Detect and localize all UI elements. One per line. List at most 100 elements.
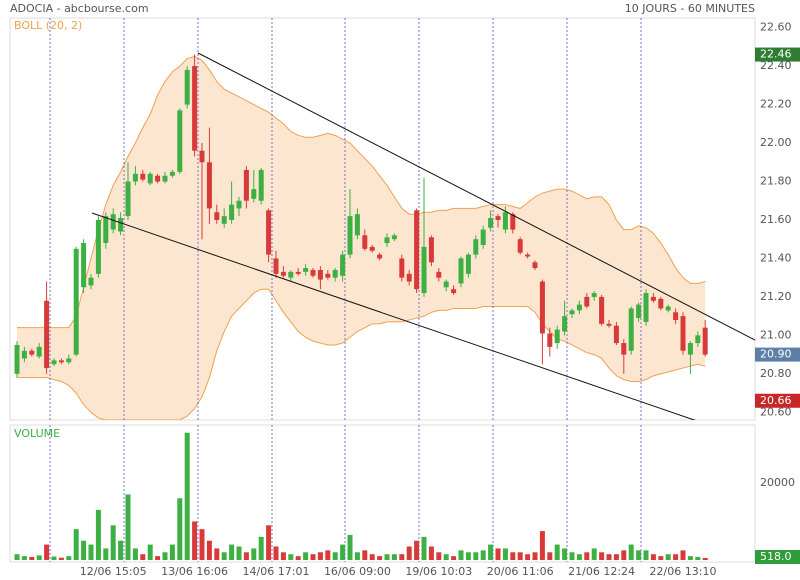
volume-bar: [569, 552, 575, 560]
candle-body: [628, 308, 634, 351]
candle-body: [29, 350, 35, 355]
candle-body: [517, 239, 523, 253]
volume-bar: [162, 552, 168, 560]
candle-body: [510, 214, 516, 230]
volume-bar: [295, 556, 301, 560]
x-tick-label: 22/06 13:10: [650, 565, 717, 578]
volume-bar: [199, 529, 205, 560]
y-tick-label: 20.80: [760, 367, 792, 380]
volume-bar: [214, 548, 220, 560]
candle-body: [480, 229, 486, 245]
candle-body: [258, 169, 264, 201]
volume-bar: [658, 556, 664, 560]
price-badge: [755, 393, 800, 408]
candle-body: [110, 214, 116, 230]
candle-body: [214, 212, 220, 220]
volume-bar: [184, 432, 190, 560]
volume-bar: [554, 544, 560, 560]
candle-body: [325, 273, 331, 278]
candle-body: [695, 335, 701, 344]
candle-body: [636, 304, 642, 319]
price-badge-label: 22.46: [760, 48, 792, 61]
volume-bar: [613, 554, 619, 560]
candle-body: [458, 258, 464, 284]
price-badge: [755, 47, 800, 62]
volume-bar: [510, 552, 516, 560]
candle-body: [554, 329, 560, 344]
candle-body: [532, 262, 538, 269]
volume-bar: [428, 546, 434, 560]
x-tick-label: 20/06 11:06: [487, 565, 554, 578]
candle-body: [650, 296, 656, 301]
volume-bar: [332, 552, 338, 560]
volume-bar: [458, 550, 464, 560]
volume-bar: [525, 554, 531, 560]
candle-body: [599, 296, 605, 324]
candle-body: [451, 289, 457, 294]
candle-body: [362, 235, 368, 249]
volume-bar: [436, 552, 442, 560]
candle-body: [177, 110, 183, 172]
volume-bar: [673, 554, 679, 560]
candle-body: [184, 69, 190, 105]
volume-bar: [502, 548, 508, 560]
volume-bar: [451, 556, 457, 560]
volume-bar: [147, 544, 153, 560]
candle-body: [51, 360, 57, 365]
x-tick-label: 12/06 15:05: [80, 565, 147, 578]
candle-body: [243, 169, 249, 201]
y-tick-label: 20000: [760, 476, 795, 489]
candle-body: [421, 246, 427, 294]
trend-line: [91, 212, 696, 420]
volume-bar: [399, 554, 405, 560]
candle-body: [658, 298, 664, 309]
x-tick-label: 16/06 09:00: [324, 565, 391, 578]
candle-body: [140, 173, 146, 180]
volume-bar: [125, 494, 131, 560]
volume-bar: [702, 558, 708, 560]
volume-bar: [680, 550, 686, 560]
volume-bar: [206, 540, 212, 560]
candle-body: [266, 210, 272, 255]
candle-body: [162, 175, 168, 182]
candle-body: [310, 269, 316, 276]
price-badge-label: 20.66: [760, 394, 792, 407]
candle-body: [295, 271, 301, 274]
candle-body: [125, 181, 131, 217]
candle-body: [81, 243, 87, 288]
candle-body: [147, 173, 153, 184]
candle-body: [406, 273, 412, 282]
volume-bar: [421, 536, 427, 560]
y-tick-label: 22.20: [760, 98, 792, 111]
y-tick-label: 21.40: [760, 251, 792, 264]
candle-body: [340, 254, 346, 276]
candle-body: [103, 216, 109, 244]
candle-body: [21, 350, 27, 359]
volume-bar: [687, 556, 693, 560]
candle-body: [273, 258, 279, 274]
candle-body: [428, 237, 434, 263]
volume-label: VOLUME: [14, 427, 60, 440]
x-tick-label: 14/06 17:01: [243, 565, 310, 578]
y-tick-label: 22.40: [760, 59, 792, 72]
volume-bar: [650, 554, 656, 560]
volume-bar: [66, 556, 72, 560]
volume-bar: [29, 556, 35, 560]
candle-body: [687, 343, 693, 355]
volume-bar: [606, 554, 612, 560]
volume-bar: [488, 544, 494, 560]
volume-bar: [576, 554, 582, 560]
candle-body: [206, 162, 212, 209]
candle-body: [702, 327, 708, 355]
volume-bar: [480, 550, 486, 560]
volume-bar: [288, 554, 294, 560]
volume-bar: [517, 552, 523, 560]
candle-body: [132, 173, 138, 182]
volume-bar: [155, 556, 161, 560]
candle-body: [613, 325, 619, 344]
volume-bar: [258, 536, 264, 560]
volume-bar: [369, 554, 375, 560]
candle-body: [280, 271, 286, 276]
price-badge: [755, 347, 800, 362]
